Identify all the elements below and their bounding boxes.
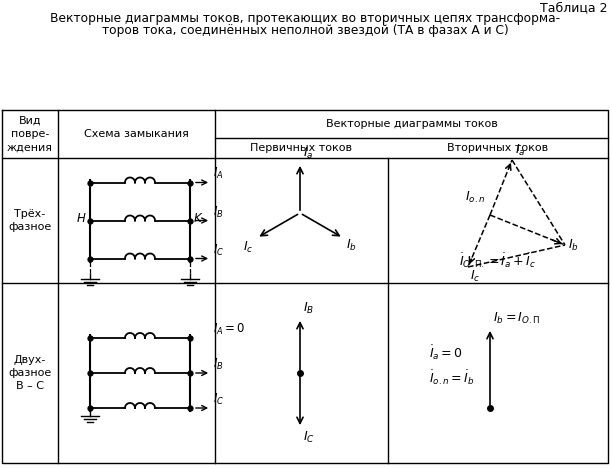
Text: $I_b$: $I_b$ (346, 238, 357, 253)
Text: $I_B$: $I_B$ (303, 301, 314, 316)
Text: Вторичных токов: Вторичных токов (447, 143, 548, 153)
Text: торов тока, соединённых неполной звездой (ТА в фазах А и С): торов тока, соединённых неполной звездой… (102, 24, 509, 37)
Text: $I_b$: $I_b$ (568, 237, 579, 253)
Text: $\dot{I}_{o.n}=\dot{I}_b$: $\dot{I}_{o.n}=\dot{I}_b$ (429, 369, 475, 388)
Text: $I_B$: $I_B$ (213, 357, 223, 372)
Text: Первичных токов: Первичных токов (250, 143, 353, 153)
Text: $I_{o.n}$: $I_{o.n}$ (465, 190, 485, 205)
Text: $I_C$: $I_C$ (213, 392, 224, 407)
Text: $\dot{I}_{O.\Pi.}=\dot{I}_a+\dot{I}_c$: $\dot{I}_{O.\Pi.}=\dot{I}_a+\dot{I}_c$ (460, 252, 537, 271)
Text: $I_B$: $I_B$ (213, 205, 223, 219)
Text: $I_a$: $I_a$ (515, 143, 526, 158)
Text: Двух-
фазное
В – С: Двух- фазное В – С (9, 355, 51, 391)
Text: $I_c$: $I_c$ (244, 240, 254, 255)
Text: $\dot{I}_a=0$: $\dot{I}_a=0$ (429, 344, 463, 362)
Text: H: H (77, 212, 86, 225)
Text: $I_b=I_{O.\Pi}$: $I_b=I_{O.\Pi}$ (493, 311, 540, 326)
Text: $I_C$: $I_C$ (303, 430, 315, 445)
Text: K: K (194, 212, 202, 225)
Text: $I_c$: $I_c$ (470, 269, 480, 284)
Text: Вид
повре-
ждения: Вид повре- ждения (7, 116, 53, 152)
Text: $I_A$: $I_A$ (213, 167, 223, 182)
Text: $I_A=0$: $I_A=0$ (213, 322, 245, 337)
Text: $I_a$: $I_a$ (303, 146, 313, 161)
Text: Векторные диаграммы токов, протекающих во вторичных цепях трансформа-: Векторные диаграммы токов, протекающих в… (50, 12, 560, 25)
Text: $I_C$: $I_C$ (213, 242, 224, 257)
Text: Трёх-
фазное: Трёх- фазное (9, 209, 51, 232)
Text: Векторные диаграммы токов: Векторные диаграммы токов (326, 119, 498, 129)
Text: Схема замыкания: Схема замыкания (84, 129, 189, 139)
Text: Таблица 2: Таблица 2 (540, 1, 608, 14)
